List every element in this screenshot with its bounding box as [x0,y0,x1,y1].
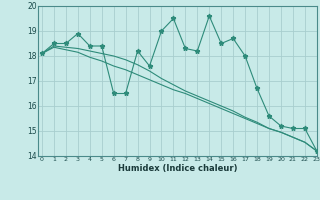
X-axis label: Humidex (Indice chaleur): Humidex (Indice chaleur) [118,164,237,173]
